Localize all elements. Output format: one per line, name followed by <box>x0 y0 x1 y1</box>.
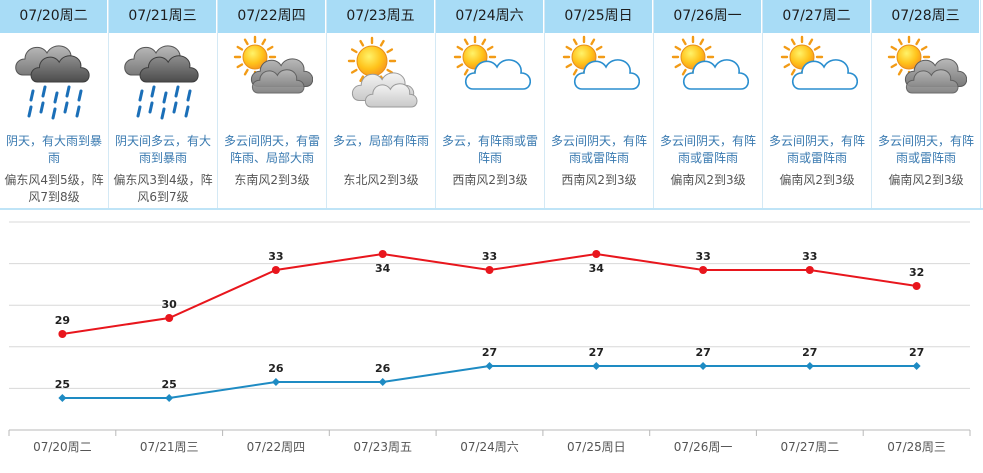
temperature-chart-svg: 07/20周二 07/21周三 07/22周四 07/23周五 07/24周六 07/25… <box>8 221 971 454</box>
low-temp-point <box>805 362 814 370</box>
low-temp-label: 26 <box>375 362 391 375</box>
high-temp-label: 33 <box>268 250 283 263</box>
low-temp-label: 25 <box>162 378 177 391</box>
high-temp-label: 34 <box>375 262 391 275</box>
sun-dark-cloud-icon <box>218 35 327 125</box>
partly-cloudy-icon <box>545 35 654 125</box>
forecast-day-wind: 东南风2到3级 <box>234 173 310 187</box>
forecast-day-wind: 东北风2到3级 <box>343 173 419 187</box>
forecast-day: 07/24周六 多云，有阵雨或雷阵雨 西南风2到3级 <box>436 0 545 208</box>
forecast-day: 07/26周一 多云间阴天，有阵雨或雷阵雨 偏南风2到3级 <box>654 0 763 208</box>
forecast-day: 07/25周日 多云间阴天，有阵雨或雷阵雨 西南风2到3级 <box>545 0 654 208</box>
x-tick-label: 07/24周六 <box>460 440 519 454</box>
high-temp-point <box>592 250 601 258</box>
high-temp-label: 30 <box>162 298 178 311</box>
low-temp-label: 27 <box>695 346 710 359</box>
low-temp-label: 25 <box>55 378 70 391</box>
high-temp-point <box>912 282 921 290</box>
heavy-rain-icon <box>109 35 218 125</box>
x-tick-label: 07/27周二 <box>781 440 840 454</box>
forecast-day-date: 07/22周四 <box>218 0 326 33</box>
forecast-day: 07/20周二 阴天，有大雨到暴雨 偏东风4到5级，阵风7到8级 <box>0 0 109 208</box>
low-temp-point <box>485 362 494 370</box>
high-temp-point <box>485 266 494 274</box>
forecast-day-wind: 偏南风2到3级 <box>779 173 855 187</box>
x-tick-label: 07/22周四 <box>247 440 306 454</box>
high-temp-label: 33 <box>482 250 497 263</box>
low-temp-label: 27 <box>909 346 924 359</box>
low-temp-point <box>58 394 67 402</box>
forecast-day-date: 07/25周日 <box>545 0 653 33</box>
temperature-chart: 07/20周二 07/21周三 07/22周四 07/23周五 07/24周六 07/25… <box>0 212 983 473</box>
forecast-day-date: 07/26周一 <box>654 0 762 33</box>
forecast-day-weather: 阴天，有大雨到暴雨 <box>5 134 102 165</box>
low-temp-label: 27 <box>482 346 497 359</box>
forecast-day-wind: 偏南风2到3级 <box>888 173 964 187</box>
high-temp-point <box>271 266 280 274</box>
heavy-rain-icon <box>0 35 109 125</box>
low-temp-line <box>62 365 917 399</box>
high-temp-point <box>805 266 814 274</box>
forecast-day-weather: 多云，有阵雨或雷阵雨 <box>441 134 538 165</box>
forecast-day-date: 07/20周二 <box>0 0 108 33</box>
forecast-day-wind: 西南风2到3级 <box>452 173 528 187</box>
forecast-day-date: 07/23周五 <box>327 0 435 33</box>
forecast-day-weather: 多云，局部有阵雨 <box>332 134 429 148</box>
low-temp-point <box>165 394 174 402</box>
forecast-day-weather: 多云间阴天，有阵雨或雷阵雨 <box>550 134 647 165</box>
forecast-day-wind: 西南风2到3级 <box>561 173 637 187</box>
forecast-day-date: 07/27周二 <box>763 0 871 33</box>
forecast-day-date: 07/21周三 <box>109 0 217 33</box>
forecast-day-wind: 偏东风3到4级，阵风6到7级 <box>113 173 213 204</box>
partly-cloudy-icon <box>654 35 763 125</box>
high-temp-point <box>58 330 67 338</box>
sun-light-cloud-icon <box>327 35 436 125</box>
forecast-day-weather: 多云间阴天，有阵雨或雷阵雨 <box>659 134 756 165</box>
high-temp-point <box>165 314 174 322</box>
forecast-day-weather: 阴天间多云，有大雨到暴雨 <box>114 134 211 165</box>
sun-dark-cloud-icon <box>872 35 981 125</box>
high-temp-label: 34 <box>589 262 605 275</box>
low-temp-label: 27 <box>802 346 817 359</box>
forecast-day-weather: 多云间阴天，有雷阵雨、局部大雨 <box>223 134 320 165</box>
forecast-day-weather: 多云间阴天，有阵雨或雷阵雨 <box>768 134 865 165</box>
high-temp-label: 32 <box>909 266 924 279</box>
forecast-day-date: 07/28周三 <box>872 0 980 33</box>
low-temp-point <box>912 362 921 370</box>
partly-cloudy-icon <box>436 35 545 125</box>
high-temp-label: 29 <box>55 314 70 327</box>
low-temp-point <box>699 362 708 370</box>
forecast-day-date: 07/24周六 <box>436 0 544 33</box>
partly-cloudy-icon <box>763 35 872 125</box>
forecast-day: 07/23周五 多云，局部有阵雨 东北风2到3级 <box>327 0 436 208</box>
high-temp-label: 33 <box>695 250 710 263</box>
forecast-day: 07/28周三 多云间阴天，有阵雨或雷阵雨 偏南风2到3级 <box>872 0 981 208</box>
low-temp-point <box>592 362 601 370</box>
low-temp-label: 26 <box>268 362 284 375</box>
x-tick-label: 07/23周五 <box>353 440 412 454</box>
high-temp-point <box>378 250 387 258</box>
x-tick-label: 07/21周三 <box>140 440 199 454</box>
forecast-day: 07/27周二 多云间阴天，有阵雨或雷阵雨 偏南风2到3级 <box>763 0 872 208</box>
x-tick-label: 07/28周三 <box>887 440 946 454</box>
x-tick-label: 07/20周二 <box>33 440 92 454</box>
low-temp-label: 27 <box>589 346 604 359</box>
forecast-day-wind: 偏东风4到5级，阵风7到8级 <box>4 173 104 204</box>
x-tick-label: 07/26周一 <box>674 440 733 454</box>
low-temp-point <box>271 378 280 386</box>
low-temp-point <box>378 378 387 386</box>
x-tick-label: 07/25周日 <box>567 440 626 454</box>
forecast-day-weather: 多云间阴天，有阵雨或雷阵雨 <box>877 134 974 165</box>
high-temp-point <box>699 266 708 274</box>
forecast-day: 07/22周四 多云间阴天，有雷阵雨、局部大雨 东南风2到3级 <box>218 0 327 208</box>
forecast-day-wind: 偏南风2到3级 <box>670 173 746 187</box>
high-temp-label: 33 <box>802 250 817 263</box>
forecast-panel: 07/20周二 阴天，有大雨到暴雨 偏东风4到5级，阵风7到8级 07/21周三 … <box>0 0 983 210</box>
forecast-day: 07/21周三 阴天间多云，有大雨到暴雨 偏东风3到4级，阵风6到7级 <box>109 0 218 208</box>
